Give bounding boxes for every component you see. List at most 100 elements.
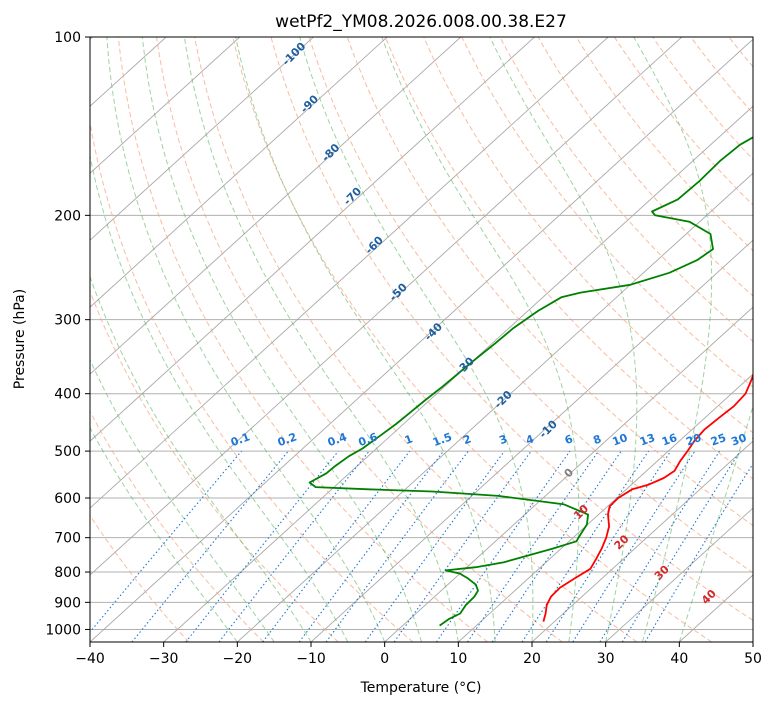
mixing-ratio-label: 2 (461, 432, 473, 447)
isotherm-label: -60 (363, 233, 386, 256)
isotherm-line (531, 440, 753, 642)
temperature-profile (542, 372, 753, 622)
y-tick-label: 800 (54, 565, 81, 581)
isotherm-line (90, 37, 241, 174)
chart-title: wetPf2_YM08.2026.008.00.38.E27 (275, 12, 567, 32)
y-axis-ticks: 100 200 300 400 500 600 700 800 900 1000 (45, 30, 90, 638)
moist-adiabat (299, 37, 534, 642)
y-tick-label: 500 (54, 444, 81, 460)
mixing-ratio-label: 0.1 (229, 430, 252, 449)
mixing-ratio-line (393, 450, 532, 642)
isotherm-line (679, 574, 753, 642)
dry-adiabat (346, 37, 753, 527)
mixing-ratio-label: 1.5 (431, 430, 454, 449)
moist-adiabat (183, 37, 459, 642)
isotherm-line (90, 37, 609, 509)
x-axis-ticks: −40 −30 −20 −10 0 10 20 30 40 50 (75, 642, 762, 667)
dry-adiabat (759, 27, 775, 643)
mixing-ratio-line (521, 450, 650, 642)
moist-adiabat (489, 37, 638, 642)
isotherm-line (605, 507, 753, 642)
isotherm-line (310, 239, 753, 642)
red-label: 40 (699, 587, 719, 607)
dry-adiabat (232, 37, 712, 642)
x-tick-label: −20 (223, 651, 253, 667)
y-tick-label: 200 (54, 208, 81, 224)
dry-adiabat (90, 290, 339, 642)
x-tick-label: 0 (380, 651, 389, 667)
moist-adiabat (633, 37, 713, 642)
mixing-ratio-line (621, 450, 741, 642)
dry-adiabat (117, 37, 488, 642)
mixing-ratio-label: 20 (684, 431, 703, 449)
mixing-ratio-label: 4 (524, 432, 536, 447)
mixing-ratio-label: 30 (729, 431, 748, 449)
gray-label: 0 (562, 466, 577, 481)
y-tick-label: 1000 (45, 622, 81, 638)
x-tick-label: −10 (296, 651, 326, 667)
dry-adiabat (90, 514, 190, 642)
isotherm-label: -10 (537, 417, 560, 440)
mixing-ratio-label: 0.6 (357, 430, 380, 449)
isotherm-label: -50 (387, 280, 410, 303)
mixing-ratio-label: 6 (563, 432, 575, 447)
isotherm-line (458, 373, 753, 642)
mixing-ratio-line (364, 450, 505, 642)
mixing-ratio-line (90, 450, 242, 633)
dry-adiabat (308, 37, 753, 574)
y-tick-label: 600 (54, 491, 81, 507)
y-axis-label: Pressure (hPa) (12, 289, 28, 389)
dry-adiabat (499, 37, 753, 343)
red-label: 30 (652, 562, 672, 582)
x-tick-label: 50 (744, 651, 762, 667)
mixing-ratio-label: 16 (660, 431, 679, 449)
mixing-ratio-label: 8 (591, 432, 603, 447)
isotherm-line (90, 37, 462, 375)
isotherm-line (163, 105, 753, 642)
red-label: 20 (612, 532, 632, 552)
dry-adiabat (423, 37, 753, 434)
plot-frame (89, 36, 754, 643)
moist-adiabat (235, 37, 496, 642)
isotherm-line (384, 306, 753, 642)
isotherm-line (90, 37, 315, 241)
moist-adiabat (106, 37, 386, 642)
isotherm-line (90, 38, 753, 642)
mixing-ratio-label: 3 (497, 432, 509, 447)
y-tick-label: 700 (54, 531, 81, 547)
x-tick-label: 40 (670, 651, 688, 667)
plot-area (90, 27, 775, 643)
mixing-ratio-line (185, 450, 339, 642)
mixing-ratio-line (572, 450, 696, 642)
dry-adiabat (728, 37, 753, 68)
x-tick-label: 10 (449, 651, 467, 667)
dry-adiabat (537, 37, 753, 297)
y-tick-label: 900 (54, 595, 81, 611)
dry-adiabat (194, 37, 638, 642)
x-axis-label: Temperature (°C) (360, 680, 482, 696)
dry-adiabat (461, 37, 753, 388)
moist-adiabat (90, 358, 275, 642)
annotation-labels: -100-90-80-70-60-50-40-30-20-100.1 0.2 0.4… (229, 39, 753, 607)
dry-adiabat (90, 410, 264, 642)
dry-adiabat (384, 37, 753, 480)
isotherm-line (752, 641, 753, 642)
mixing-ratio-line (131, 450, 289, 642)
dry-adiabat (156, 37, 563, 642)
x-tick-label: −30 (149, 651, 179, 667)
mixing-ratio-label: 13 (638, 431, 657, 448)
moist-adiabat (90, 426, 238, 642)
x-tick-label: 20 (523, 651, 541, 667)
moist-adiabat (90, 153, 349, 642)
mixing-ratio-label: 0.2 (276, 430, 299, 449)
mixing-ratio-label: 25 (709, 431, 728, 448)
mixing-ratio-line (298, 450, 444, 642)
isotherm-line (90, 37, 388, 308)
mixing-ratio-line (435, 450, 571, 642)
isotherm-label: -90 (298, 92, 321, 115)
dry-adiabat (270, 37, 753, 621)
mixing-ratio-label: 10 (611, 431, 630, 449)
isotherm-line (90, 37, 536, 442)
y-tick-label: 100 (54, 30, 81, 46)
